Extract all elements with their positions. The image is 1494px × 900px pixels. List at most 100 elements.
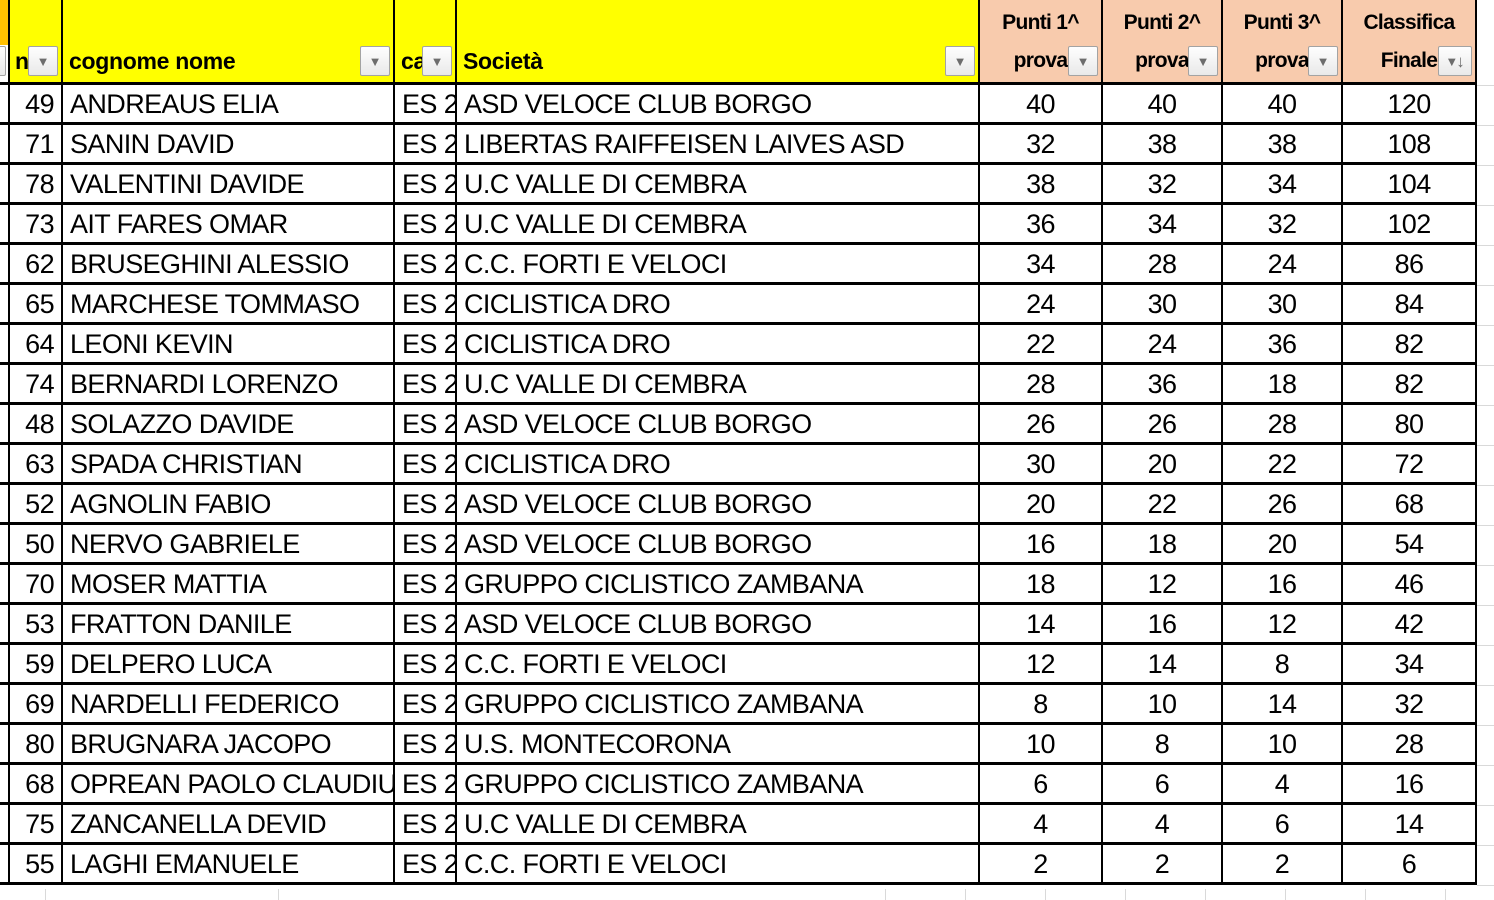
- cell-cutoff[interactable]: [0, 445, 10, 485]
- cell-n[interactable]: 65: [10, 285, 63, 325]
- cell-points-1[interactable]: 22: [980, 325, 1103, 365]
- cell-category[interactable]: ES 2: [395, 205, 457, 245]
- filter-button-points-3[interactable]: ▼: [1308, 46, 1338, 76]
- cell-name[interactable]: LEONI KEVIN: [63, 325, 395, 365]
- cell-points-2[interactable]: 4: [1103, 805, 1223, 845]
- cell-name[interactable]: BRUSEGHINI ALESSIO: [63, 245, 395, 285]
- header-cell-n[interactable]: n ▼: [10, 0, 63, 85]
- cell-name[interactable]: MARCHESE TOMMASO: [63, 285, 395, 325]
- cell-points-3[interactable]: 26: [1223, 485, 1343, 525]
- cell-category[interactable]: ES 2: [395, 525, 457, 565]
- cell-club[interactable]: ASD VELOCE CLUB BORGO: [457, 605, 980, 645]
- cell-club[interactable]: LIBERTAS RAIFFEISEN LAIVES ASD: [457, 125, 980, 165]
- header-cell-cutoff-column[interactable]: ▼: [0, 0, 10, 85]
- cell-points-2[interactable]: 8: [1103, 725, 1223, 765]
- cell-points-2[interactable]: 10: [1103, 685, 1223, 725]
- cell-points-3[interactable]: 16: [1223, 565, 1343, 605]
- cell-category[interactable]: ES 2: [395, 645, 457, 685]
- cell-cutoff[interactable]: [0, 725, 10, 765]
- header-cell-name[interactable]: cognome nome ▼: [63, 0, 395, 85]
- cell-category[interactable]: ES 2: [395, 165, 457, 205]
- cell-points-2[interactable]: 16: [1103, 605, 1223, 645]
- cell-club[interactable]: C.C. FORTI E VELOCI: [457, 645, 980, 685]
- cell-points-3[interactable]: 10: [1223, 725, 1343, 765]
- cell-points-1[interactable]: 26: [980, 405, 1103, 445]
- cell-n[interactable]: 74: [10, 365, 63, 405]
- cell-cutoff[interactable]: [0, 685, 10, 725]
- cell-total[interactable]: 72: [1343, 445, 1477, 485]
- cell-category[interactable]: ES 2: [395, 405, 457, 445]
- cell-club[interactable]: CICLISTICA DRO: [457, 445, 980, 485]
- cell-points-3[interactable]: 28: [1223, 405, 1343, 445]
- cell-name[interactable]: NERVO GABRIELE: [63, 525, 395, 565]
- cell-cutoff[interactable]: [0, 405, 10, 445]
- cell-points-2[interactable]: 38: [1103, 125, 1223, 165]
- cell-points-2[interactable]: 6: [1103, 765, 1223, 805]
- cell-points-2[interactable]: 12: [1103, 565, 1223, 605]
- cell-cutoff[interactable]: [0, 205, 10, 245]
- cell-name[interactable]: DELPERO LUCA: [63, 645, 395, 685]
- cell-club[interactable]: ASD VELOCE CLUB BORGO: [457, 405, 980, 445]
- cell-points-3[interactable]: 8: [1223, 645, 1343, 685]
- cell-points-3[interactable]: 24: [1223, 245, 1343, 285]
- cell-n[interactable]: 50: [10, 525, 63, 565]
- cell-cutoff[interactable]: [0, 85, 10, 125]
- cell-name[interactable]: SOLAZZO DAVIDE: [63, 405, 395, 445]
- cell-points-1[interactable]: 20: [980, 485, 1103, 525]
- cell-points-1[interactable]: 34: [980, 245, 1103, 285]
- cell-name[interactable]: ANDREAUS ELIA: [63, 85, 395, 125]
- cell-n[interactable]: 62: [10, 245, 63, 285]
- filter-button-cutoff[interactable]: ▼: [0, 46, 6, 76]
- cell-n[interactable]: 73: [10, 205, 63, 245]
- cell-club[interactable]: U.C VALLE DI CEMBRA: [457, 805, 980, 845]
- cell-category[interactable]: ES 2: [395, 765, 457, 805]
- cell-total[interactable]: 108: [1343, 125, 1477, 165]
- cell-name[interactable]: FRATTON DANILE: [63, 605, 395, 645]
- filter-button-name[interactable]: ▼: [360, 46, 390, 76]
- cell-points-2[interactable]: 22: [1103, 485, 1223, 525]
- cell-name[interactable]: LAGHI EMANUELE: [63, 845, 395, 885]
- cell-n[interactable]: 64: [10, 325, 63, 365]
- cell-cutoff[interactable]: [0, 605, 10, 645]
- cell-club[interactable]: CICLISTICA DRO: [457, 325, 980, 365]
- cell-club[interactable]: GRUPPO CICLISTICO ZAMBANA: [457, 565, 980, 605]
- cell-club[interactable]: C.C. FORTI E VELOCI: [457, 845, 980, 885]
- cell-club[interactable]: ASD VELOCE CLUB BORGO: [457, 485, 980, 525]
- cell-total[interactable]: 16: [1343, 765, 1477, 805]
- cell-points-3[interactable]: 32: [1223, 205, 1343, 245]
- cell-points-3[interactable]: 18: [1223, 365, 1343, 405]
- cell-n[interactable]: 59: [10, 645, 63, 685]
- cell-club[interactable]: U.C VALLE DI CEMBRA: [457, 365, 980, 405]
- cell-points-1[interactable]: 16: [980, 525, 1103, 565]
- cell-total[interactable]: 86: [1343, 245, 1477, 285]
- cell-n[interactable]: 55: [10, 845, 63, 885]
- cell-points-2[interactable]: 18: [1103, 525, 1223, 565]
- cell-points-3[interactable]: 12: [1223, 605, 1343, 645]
- cell-points-2[interactable]: 34: [1103, 205, 1223, 245]
- cell-points-2[interactable]: 20: [1103, 445, 1223, 485]
- cell-name[interactable]: MOSER MATTIA: [63, 565, 395, 605]
- filter-button-final-ranking-sorted[interactable]: ▼ ↓: [1438, 46, 1472, 76]
- header-cell-points-3[interactable]: Punti 3^ prova ▼: [1223, 0, 1343, 85]
- cell-category[interactable]: ES 2: [395, 125, 457, 165]
- cell-cutoff[interactable]: [0, 845, 10, 885]
- cell-club[interactable]: U.S. MONTECORONA: [457, 725, 980, 765]
- cell-n[interactable]: 69: [10, 685, 63, 725]
- cell-points-1[interactable]: 28: [980, 365, 1103, 405]
- cell-points-3[interactable]: 40: [1223, 85, 1343, 125]
- cell-points-3[interactable]: 30: [1223, 285, 1343, 325]
- cell-n[interactable]: 78: [10, 165, 63, 205]
- cell-points-1[interactable]: 12: [980, 645, 1103, 685]
- cell-points-3[interactable]: 4: [1223, 765, 1343, 805]
- cell-cutoff[interactable]: [0, 765, 10, 805]
- cell-club[interactable]: U.C VALLE DI CEMBRA: [457, 205, 980, 245]
- cell-n[interactable]: 53: [10, 605, 63, 645]
- cell-name[interactable]: OPREAN PAOLO CLAUDIU: [63, 765, 395, 805]
- header-cell-category[interactable]: ca ▼: [395, 0, 457, 85]
- cell-points-2[interactable]: 14: [1103, 645, 1223, 685]
- cell-total[interactable]: 120: [1343, 85, 1477, 125]
- cell-category[interactable]: ES 2: [395, 805, 457, 845]
- cell-cutoff[interactable]: [0, 125, 10, 165]
- cell-n[interactable]: 80: [10, 725, 63, 765]
- filter-button-category[interactable]: ▼: [422, 46, 452, 76]
